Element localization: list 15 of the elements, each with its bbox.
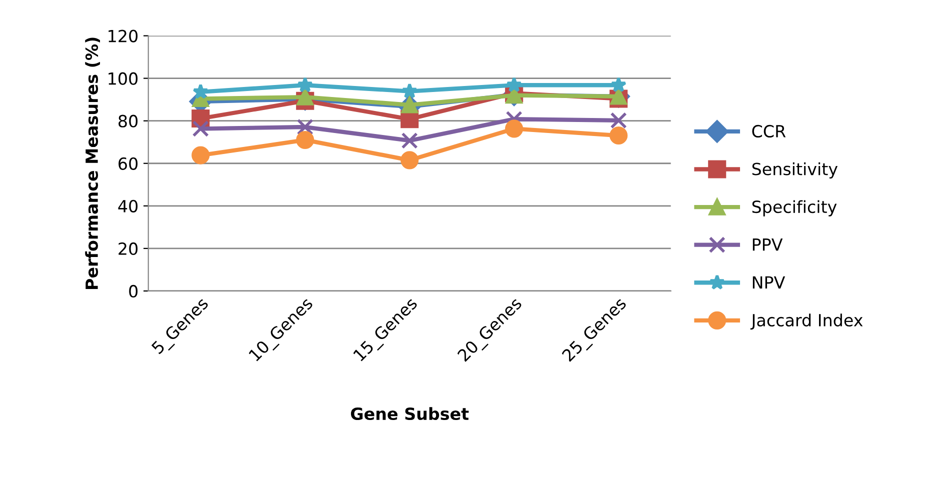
y-tick-label: 20	[118, 242, 138, 256]
y-tick-label: 100	[108, 72, 138, 85]
x-axis-title: Gene Subset	[350, 407, 469, 420]
y-tick-label: 80	[118, 114, 138, 128]
legend-label: NPV	[752, 276, 786, 288]
legend-label: Specificity	[752, 200, 837, 216]
y-axis-title: Performance Measures (%)	[85, 38, 100, 289]
y-tick-label: 60	[118, 157, 138, 170]
legend-label: Sensitivity	[752, 162, 838, 179]
legend-label: CCR	[752, 124, 786, 138]
y-tick-label: 120	[108, 30, 138, 42]
y-tick-label: 0	[129, 284, 138, 298]
y-tick-label: 40	[118, 200, 138, 212]
legend-label: Jaccard Index	[750, 314, 863, 330]
legend-label: PPV	[752, 238, 783, 251]
